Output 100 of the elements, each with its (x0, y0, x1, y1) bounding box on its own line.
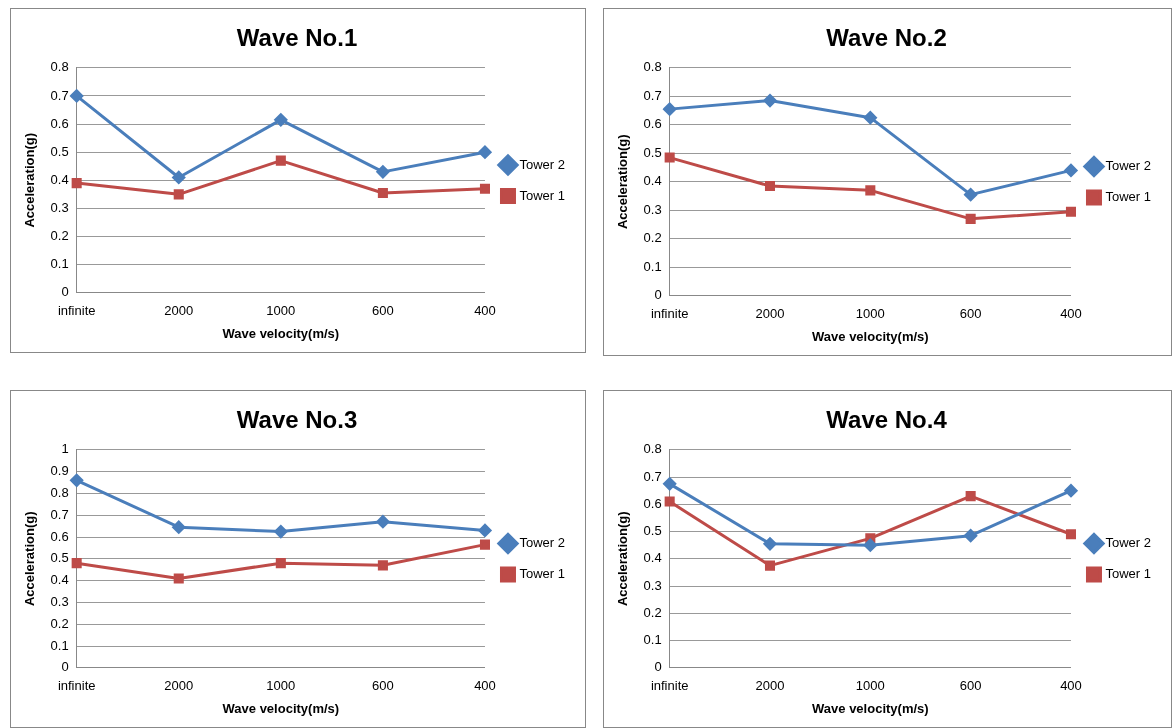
y-tick-label: 0.2 (643, 604, 662, 620)
point (377, 187, 388, 198)
point (478, 523, 492, 537)
point (274, 113, 288, 127)
y-axis-title: Acceleration(g) (615, 134, 631, 230)
point (1065, 529, 1077, 540)
point (275, 155, 286, 166)
y-tick-label: 0.6 (643, 495, 662, 511)
y-tick-label: 0 (61, 284, 69, 300)
x-tick-label: infinite (57, 678, 96, 694)
point (275, 558, 286, 569)
y-tick-label: 0.1 (643, 632, 662, 648)
chart-title: Wave No.4 (826, 406, 948, 434)
point (71, 558, 82, 569)
x-tick-label: 400 (474, 678, 496, 694)
point (664, 152, 675, 163)
chart-title: Wave No.1 (236, 24, 358, 52)
y-tick-label: 0.8 (50, 59, 69, 75)
legend-label: Tower 2 (519, 156, 566, 172)
point (1065, 206, 1077, 217)
x-tick-label: 2000 (164, 678, 194, 694)
y-tick-label: 0.6 (50, 115, 69, 131)
x-tick-label: 1000 (266, 303, 296, 319)
y-tick-label: 0.2 (643, 230, 662, 246)
point (964, 188, 978, 202)
point (764, 181, 776, 192)
x-tick-label: infinite (57, 303, 96, 319)
x-tick-label: 400 (474, 303, 496, 319)
point (965, 491, 976, 502)
point (865, 185, 876, 196)
point (70, 89, 84, 103)
point (173, 189, 184, 200)
point (274, 525, 288, 539)
x-tick-label: 400 (1060, 306, 1082, 322)
x-tick-label: 600 (372, 678, 394, 694)
chart-title: Wave No.3 (236, 406, 358, 434)
y-tick-label: 0.9 (50, 463, 69, 479)
point (71, 178, 82, 189)
y-tick-label: 0 (654, 287, 662, 303)
y-tick-label: 0.2 (50, 615, 69, 631)
y-tick-label: 0.1 (50, 637, 69, 653)
y-axis-title: Acceleration(g) (22, 132, 38, 228)
point (1064, 484, 1078, 498)
y-tick-label: 0.8 (643, 59, 662, 75)
y-tick-label: 0 (654, 659, 662, 675)
point (376, 165, 390, 179)
point (664, 496, 675, 507)
y-tick-label: 0.5 (50, 550, 69, 566)
point (172, 170, 186, 184)
y-tick-label: 0.1 (50, 256, 69, 272)
x-tick-label: 400 (1060, 678, 1082, 694)
x-axis-title: Wave velocity(m/s) (222, 325, 340, 341)
point (763, 537, 777, 551)
legend-label: Tower 1 (519, 187, 566, 203)
y-tick-label: 0.4 (50, 171, 69, 187)
legend-label: Tower 1 (519, 566, 566, 582)
legend-label: Tower 2 (1105, 535, 1152, 551)
point (478, 145, 492, 159)
x-tick-label: infinite (650, 306, 689, 322)
y-tick-label: 0.5 (50, 143, 69, 159)
point (763, 94, 777, 108)
y-tick-label: 0.7 (643, 468, 662, 484)
x-tick-label: infinite (650, 678, 689, 694)
point (863, 538, 877, 552)
y-tick-label: 0.3 (643, 577, 662, 593)
x-axis-title: Wave velocity(m/s) (812, 328, 929, 344)
chart-title: Wave No.2 (826, 24, 947, 52)
x-tick-label: 2000 (164, 303, 194, 319)
y-tick-label: 1 (61, 441, 69, 457)
point (764, 560, 776, 571)
point (70, 473, 84, 487)
y-tick-label: 0.4 (643, 173, 662, 189)
y-tick-label: 0.4 (50, 572, 69, 588)
y-tick-label: 0.3 (50, 200, 69, 215)
y-tick-label: 0.2 (50, 228, 69, 244)
point (663, 102, 677, 116)
x-tick-label: 2000 (755, 678, 785, 694)
legend-label: Tower 1 (1105, 566, 1152, 582)
y-tick-label: 0.7 (50, 506, 69, 522)
x-tick-label: 1000 (855, 306, 885, 322)
point (1064, 163, 1078, 177)
y-tick-label: 0.7 (643, 87, 662, 103)
y-tick-label: 0.1 (643, 258, 662, 274)
point (479, 539, 491, 550)
x-tick-label: 600 (372, 303, 394, 319)
y-tick-label: 0.8 (50, 484, 69, 500)
y-tick-label: 0.7 (50, 87, 69, 103)
y-axis-title: Acceleration(g) (22, 511, 38, 607)
x-tick-label: 2000 (755, 306, 785, 322)
x-tick-label: 600 (959, 306, 982, 322)
point (863, 111, 877, 125)
y-tick-label: 0.6 (643, 116, 662, 132)
y-tick-label: 0.3 (643, 201, 662, 217)
x-tick-label: 600 (959, 678, 982, 694)
x-axis-title: Wave velocity(m/s) (222, 700, 340, 716)
point (173, 573, 184, 584)
x-axis-title: Wave velocity(m/s) (812, 700, 929, 716)
y-tick-label: 0.3 (50, 593, 69, 609)
y-tick-label: 0.6 (50, 528, 69, 544)
y-axis-title: Acceleration(g) (615, 511, 631, 607)
